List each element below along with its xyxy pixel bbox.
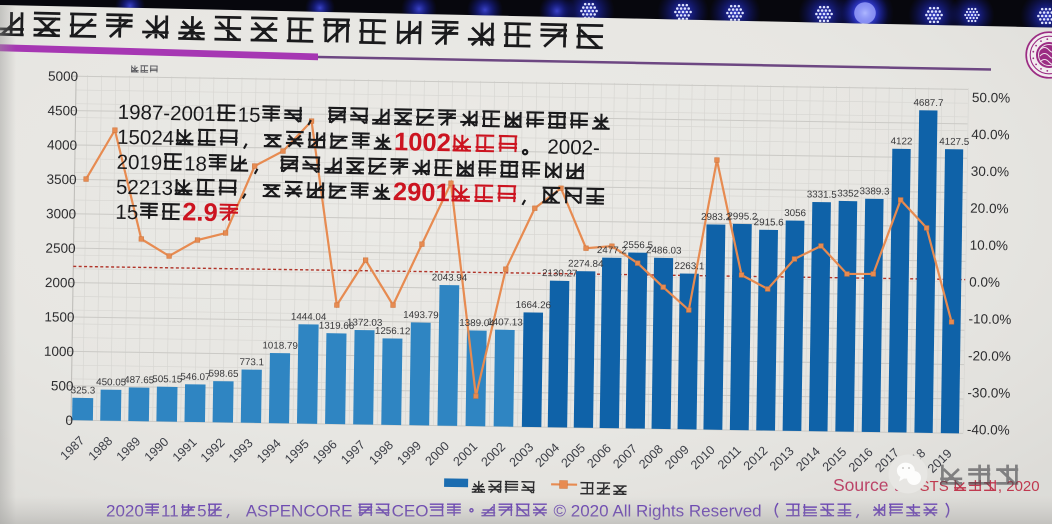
svg-text:52213: 52213 [116,176,174,200]
svg-text:Source: Source [833,475,888,495]
svg-text:3389.3: 3389.3 [859,186,890,197]
svg-text:2274.84: 2274.84 [568,259,604,271]
svg-text:1987-2001: 1987-2001 [117,101,216,126]
svg-text:3056: 3056 [784,208,807,219]
svg-text:500: 500 [51,378,74,393]
svg-text:0: 0 [65,413,73,428]
svg-text:4500: 4500 [47,103,77,118]
svg-text:0.0%: 0.0% [969,274,1000,289]
svg-text:-40.0%: -40.0% [967,422,1010,438]
svg-text:2500: 2500 [45,241,75,256]
svg-text:5000: 5000 [48,69,78,84]
svg-text:40.0%: 40.0% [971,127,1009,143]
svg-text:2043.94: 2043.94 [432,272,468,284]
svg-text:15024: 15024 [117,126,175,150]
svg-text:, 2020: , 2020 [998,478,1040,495]
svg-text:4000: 4000 [47,137,77,152]
svg-text:1389.04: 1389.04 [459,318,495,330]
svg-text:4127.5: 4127.5 [939,137,970,148]
svg-text:505.15: 505.15 [152,374,183,385]
svg-text:-30.0%: -30.0% [967,385,1010,401]
svg-text:2130.27: 2130.27 [542,268,578,280]
svg-text:-10.0%: -10.0% [968,311,1011,327]
svg-text:2915.6: 2915.6 [754,217,785,228]
svg-text:1018.79: 1018.79 [262,340,298,352]
svg-text:1407.13: 1407.13 [487,317,523,329]
svg-text:598.65: 598.65 [208,369,239,380]
svg-text:10.0%: 10.0% [970,238,1008,254]
svg-text:2263.1: 2263.1 [674,261,704,272]
svg-text:2983.2: 2983.2 [701,212,731,223]
svg-text:1319.66: 1319.66 [319,321,355,333]
svg-text:50.0%: 50.0% [972,90,1010,106]
svg-text:450.05: 450.05 [96,377,127,388]
svg-text:30.0%: 30.0% [971,164,1009,180]
svg-text:18: 18 [184,152,207,176]
svg-text:2477.2: 2477.2 [597,245,627,256]
svg-text:1256.12: 1256.12 [375,326,411,338]
svg-text:2002-: 2002- [547,136,600,160]
svg-text:1664.26: 1664.26 [516,300,552,312]
svg-text:2000: 2000 [45,275,75,290]
svg-text:2486.03: 2486.03 [646,245,682,257]
svg-text:-20.0%: -20.0% [968,348,1011,364]
svg-text:325.3: 325.3 [71,385,96,396]
svg-text:1493.79: 1493.79 [403,310,439,322]
svg-text:487.65: 487.65 [124,375,155,386]
svg-text:3331.5: 3331.5 [807,189,838,200]
svg-text:3500: 3500 [46,172,76,187]
svg-text:2901: 2901 [393,178,450,207]
svg-text:2556.5: 2556.5 [623,240,654,251]
svg-text:1444.04: 1444.04 [291,312,327,324]
svg-text:2019: 2019 [116,151,162,175]
svg-text:3000: 3000 [46,206,76,221]
svg-text:546.07: 546.07 [180,372,210,383]
svg-text:1500: 1500 [44,309,74,324]
svg-text:3352: 3352 [837,188,859,199]
svg-text:1002: 1002 [394,128,451,157]
svg-text:4122: 4122 [891,136,913,147]
svg-text:773.1: 773.1 [239,357,264,368]
svg-text:20.0%: 20.0% [970,201,1008,217]
svg-text:15: 15 [237,104,260,128]
svg-text:2995.2: 2995.2 [727,211,757,222]
svg-text:2.9: 2.9 [182,198,218,227]
svg-text:4687.7: 4687.7 [913,98,943,109]
svg-text:1000: 1000 [44,344,74,359]
svg-text:1372.03: 1372.03 [347,317,383,329]
svg-text:15: 15 [115,201,138,225]
